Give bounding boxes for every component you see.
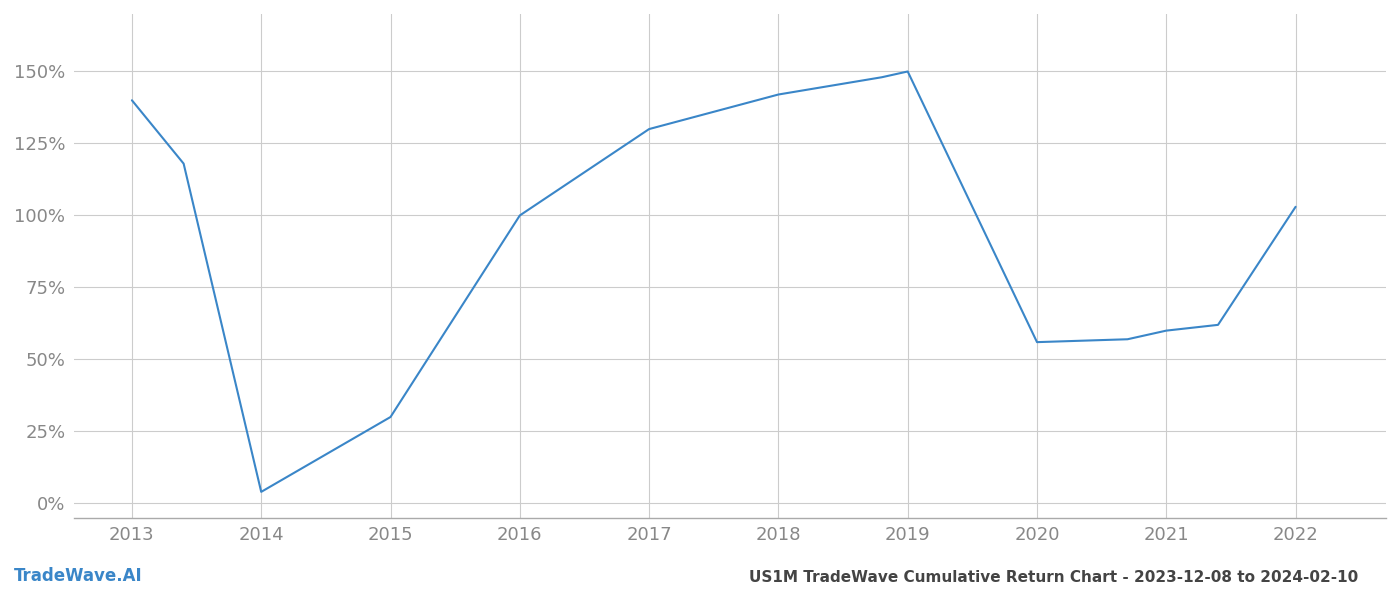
Text: TradeWave.AI: TradeWave.AI	[14, 567, 143, 585]
Text: US1M TradeWave Cumulative Return Chart - 2023-12-08 to 2024-02-10: US1M TradeWave Cumulative Return Chart -…	[749, 570, 1358, 585]
